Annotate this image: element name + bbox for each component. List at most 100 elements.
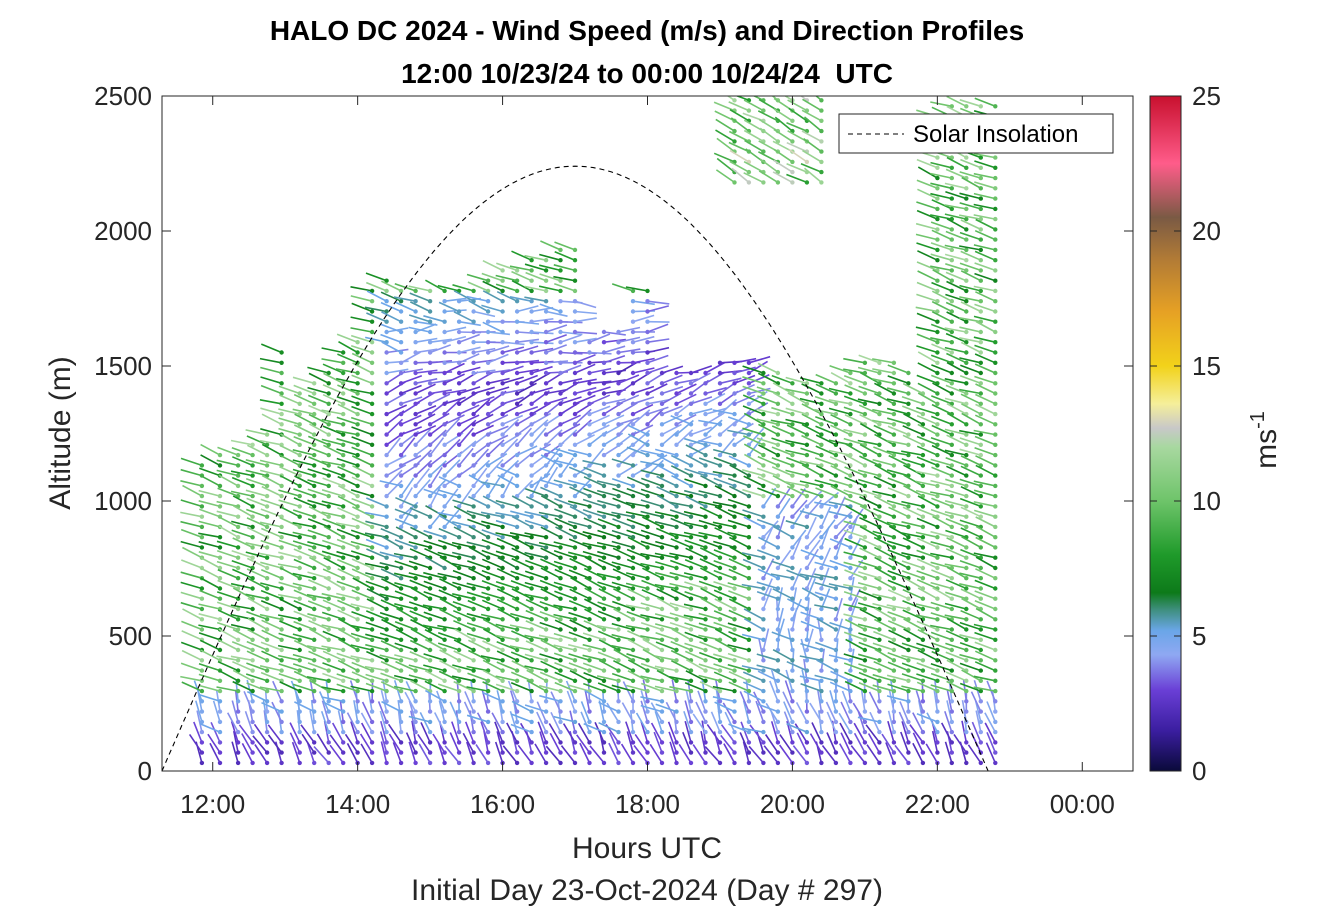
wind-barb	[437, 572, 460, 579]
wind-barb	[181, 620, 203, 631]
wind-barb-head	[674, 576, 679, 581]
wind-barb-head	[732, 128, 737, 134]
wind-barb	[336, 437, 358, 446]
wind-barb-head	[732, 381, 737, 386]
wind-barb	[466, 714, 489, 723]
wind-barb-head	[964, 442, 969, 447]
wind-barb-head	[217, 452, 223, 458]
wind-barb-head	[761, 606, 766, 612]
wind-barb	[603, 345, 626, 354]
wind-barb	[758, 444, 779, 456]
wind-barb	[803, 116, 822, 132]
wind-barb-head	[250, 555, 255, 560]
wind-barb	[656, 475, 677, 487]
wind-barb	[458, 320, 481, 327]
wind-barb	[713, 540, 735, 549]
wind-barb-head	[529, 504, 534, 509]
wind-barb-head	[920, 678, 926, 683]
wind-barb-head	[384, 678, 389, 683]
wind-barb	[352, 506, 373, 518]
wind-barb	[670, 640, 692, 651]
wind-barb-head	[804, 637, 810, 642]
wind-barb-head	[413, 463, 418, 468]
wind-barb-head	[978, 493, 983, 499]
wind-barb	[422, 624, 445, 631]
wind-barb-head	[819, 678, 824, 683]
wind-barb-head	[297, 668, 302, 673]
wind-barb-head	[949, 227, 954, 232]
wind-barb	[626, 487, 648, 497]
wind-barb-head	[279, 370, 284, 376]
wind-barb-head	[384, 514, 389, 519]
wind-barb-head	[630, 617, 636, 622]
wind-barb-head	[529, 463, 534, 468]
wind-barb	[580, 701, 591, 723]
wind-barb	[944, 378, 967, 385]
wind-barb-head	[819, 709, 824, 714]
wind-barb	[816, 659, 837, 672]
wind-barb-head	[833, 688, 839, 694]
wind-barb-head	[250, 535, 255, 540]
wind-barb-head	[572, 658, 578, 663]
wind-barb	[582, 498, 605, 508]
wind-barb	[351, 671, 373, 682]
wind-barb	[379, 562, 402, 569]
wind-barb	[278, 417, 300, 426]
wind-barb-head	[891, 606, 897, 612]
wind-barb	[916, 158, 938, 169]
wind-barb-head	[471, 637, 476, 642]
wind-barb	[873, 475, 895, 487]
wind-barb	[690, 396, 713, 405]
wind-barb-head	[920, 422, 926, 427]
wind-barb-head	[746, 504, 752, 509]
wind-barb-head	[471, 329, 476, 335]
wind-barb-head	[993, 617, 998, 622]
wind-barb	[272, 680, 283, 702]
wind-barb-head	[630, 288, 636, 294]
wind-barb-head	[601, 391, 607, 396]
wind-barb	[684, 700, 692, 723]
wind-barb-head	[199, 750, 205, 755]
wind-barb	[734, 394, 756, 405]
wind-barb	[720, 734, 736, 754]
wind-barb-head	[558, 493, 563, 499]
wind-barb-head	[500, 576, 505, 581]
wind-barb	[458, 346, 481, 354]
wind-barb	[618, 348, 641, 354]
wind-barb-head	[485, 586, 491, 591]
wind-barb-head	[326, 740, 331, 745]
wind-barb-head	[413, 370, 418, 376]
wind-barb-head	[790, 401, 795, 406]
wind-barb-head	[877, 668, 882, 673]
wind-barb-head	[833, 391, 839, 396]
wind-barb-head	[398, 411, 404, 417]
wind-barb	[944, 500, 967, 508]
wind-barb-head	[688, 586, 694, 591]
wind-barb-head	[442, 586, 447, 591]
wind-barb	[379, 654, 402, 662]
wind-barb	[916, 549, 938, 559]
wind-barb-head	[355, 401, 360, 406]
wind-barb	[322, 393, 344, 405]
wind-barb	[278, 632, 300, 641]
wind-barb	[809, 733, 823, 753]
wind-barb	[579, 742, 591, 764]
wind-barb-head	[717, 535, 723, 540]
wind-barb-head	[264, 678, 270, 683]
wind-barb	[568, 528, 590, 538]
wind-barb	[293, 488, 315, 497]
wind-barb-head	[688, 576, 694, 581]
wind-barb-head	[279, 658, 284, 663]
wind-barb-head	[746, 719, 752, 725]
wind-barb	[960, 341, 982, 354]
wind-barb-head	[427, 288, 433, 294]
wind-barb-head	[264, 596, 270, 601]
wind-barb-head	[297, 483, 302, 489]
wind-barb	[218, 639, 239, 651]
wind-barb	[453, 680, 474, 692]
wind-barb	[742, 405, 764, 415]
wind-barb	[959, 99, 982, 108]
wind-barb	[973, 192, 996, 200]
wind-barb-head	[703, 545, 708, 550]
wind-barb-head	[398, 637, 404, 642]
